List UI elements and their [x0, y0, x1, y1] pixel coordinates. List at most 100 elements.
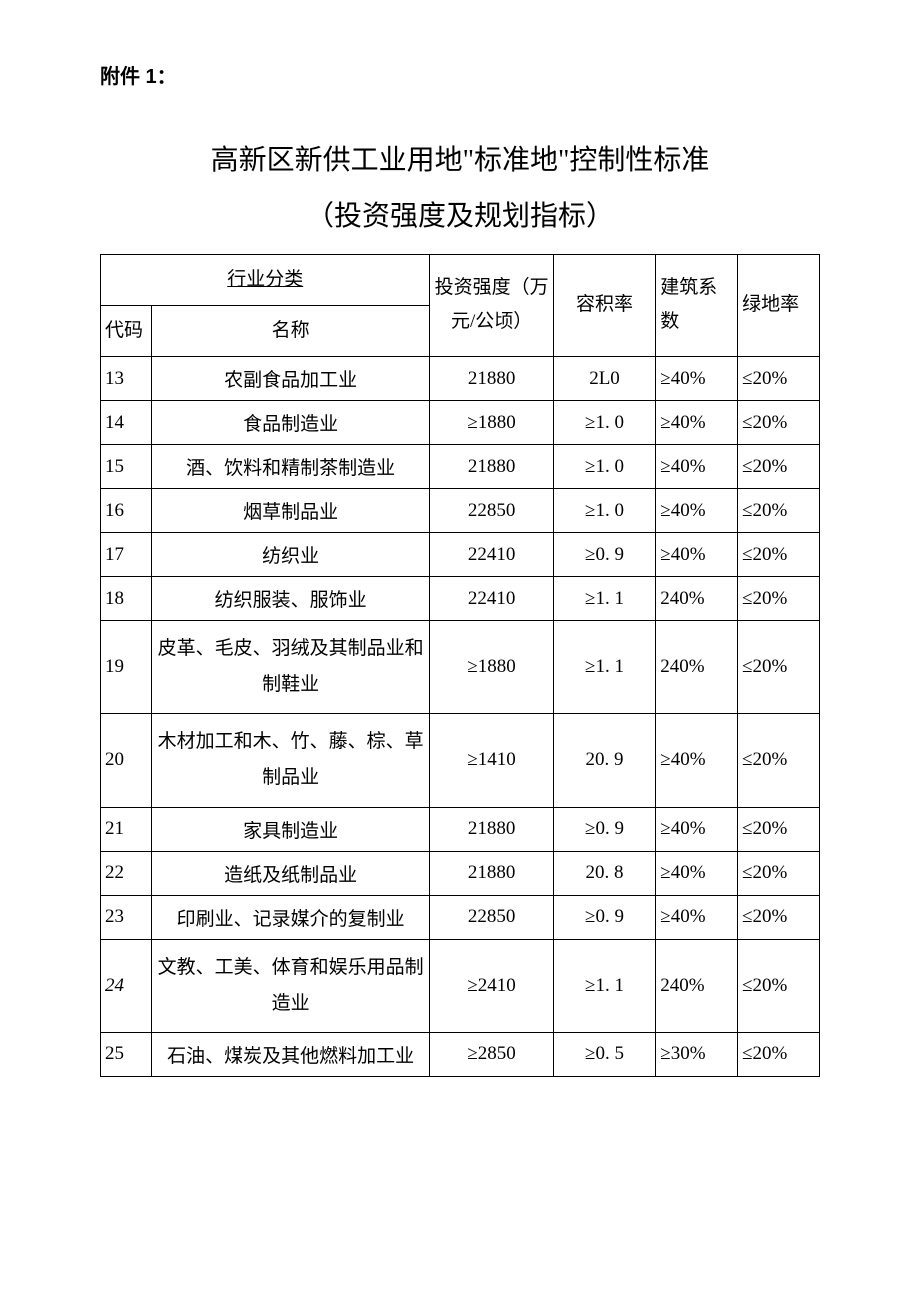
cell-code: 16: [101, 489, 152, 533]
table-body: 13 农副食品加工业 21880 2L0 ≥40% ≤20% 14 食品制造业 …: [101, 357, 820, 1077]
cell-floor-ratio: ≥1. 0: [553, 401, 656, 445]
header-category: 行业分类: [101, 254, 430, 305]
cell-code: 13: [101, 357, 152, 401]
cell-floor-ratio: ≥0. 9: [553, 807, 656, 851]
cell-building-coef: 240%: [656, 621, 738, 714]
table-row: 16 烟草制品业 22850 ≥1. 0 ≥40% ≤20%: [101, 489, 820, 533]
cell-code: 24: [101, 939, 152, 1032]
cell-green-ratio: ≤20%: [738, 401, 820, 445]
cell-building-coef: ≥30%: [656, 1032, 738, 1076]
cell-name: 农副食品加工业: [151, 357, 430, 401]
cell-name: 文教、工美、体育和娱乐用品制造业: [151, 939, 430, 1032]
cell-floor-ratio: ≥1. 0: [553, 445, 656, 489]
cell-investment: 22850: [430, 489, 553, 533]
cell-name: 纺织业: [151, 533, 430, 577]
cell-investment: 22410: [430, 533, 553, 577]
cell-green-ratio: ≤20%: [738, 357, 820, 401]
document-subtitle: （投资强度及规划指标）: [100, 194, 820, 234]
cell-green-ratio: ≤20%: [738, 895, 820, 939]
cell-name: 烟草制品业: [151, 489, 430, 533]
table-row: 13 农副食品加工业 21880 2L0 ≥40% ≤20%: [101, 357, 820, 401]
header-investment: 投资强度（万元/公顷）: [430, 254, 553, 356]
cell-code: 20: [101, 714, 152, 807]
header-name: 名称: [151, 305, 430, 356]
cell-building-coef: 240%: [656, 577, 738, 621]
cell-building-coef: ≥40%: [656, 533, 738, 577]
cell-investment: 21880: [430, 357, 553, 401]
cell-name: 家具制造业: [151, 807, 430, 851]
table-row: 17 纺织业 22410 ≥0. 9 ≥40% ≤20%: [101, 533, 820, 577]
table-row: 24 文教、工美、体育和娱乐用品制造业 ≥2410 ≥1. 1 240% ≤20…: [101, 939, 820, 1032]
cell-floor-ratio: ≥1. 0: [553, 489, 656, 533]
header-code: 代码: [101, 305, 152, 356]
cell-green-ratio: ≤20%: [738, 621, 820, 714]
cell-investment: ≥1880: [430, 621, 553, 714]
cell-name: 酒、饮料和精制茶制造业: [151, 445, 430, 489]
cell-green-ratio: ≤20%: [738, 851, 820, 895]
cell-building-coef: ≥40%: [656, 445, 738, 489]
cell-name: 造纸及纸制品业: [151, 851, 430, 895]
cell-floor-ratio: ≥1. 1: [553, 577, 656, 621]
cell-floor-ratio: ≥1. 1: [553, 939, 656, 1032]
cell-building-coef: ≥40%: [656, 357, 738, 401]
table-row: 19 皮革、毛皮、羽绒及其制品业和制鞋业 ≥1880 ≥1. 1 240% ≤2…: [101, 621, 820, 714]
cell-green-ratio: ≤20%: [738, 807, 820, 851]
cell-name: 印刷业、记录媒介的复制业: [151, 895, 430, 939]
cell-building-coef: 240%: [656, 939, 738, 1032]
cell-floor-ratio: ≥0. 9: [553, 533, 656, 577]
document-title: 高新区新供工业用地"标准地"控制性标准: [100, 139, 820, 184]
cell-investment: ≥1410: [430, 714, 553, 807]
cell-green-ratio: ≤20%: [738, 577, 820, 621]
cell-code: 19: [101, 621, 152, 714]
cell-green-ratio: ≤20%: [738, 939, 820, 1032]
cell-investment: 21880: [430, 445, 553, 489]
table-row: 15 酒、饮料和精制茶制造业 21880 ≥1. 0 ≥40% ≤20%: [101, 445, 820, 489]
cell-investment: 22410: [430, 577, 553, 621]
table-header-row-1: 行业分类 投资强度（万元/公顷） 容积率 建筑系数 绿地率: [101, 254, 820, 305]
cell-investment: 21880: [430, 851, 553, 895]
cell-building-coef: ≥40%: [656, 895, 738, 939]
header-building-coef: 建筑系数: [656, 254, 738, 356]
cell-code: 22: [101, 851, 152, 895]
cell-green-ratio: ≤20%: [738, 1032, 820, 1076]
standards-table: 行业分类 投资强度（万元/公顷） 容积率 建筑系数 绿地率 代码 名称 13 农…: [100, 254, 820, 1077]
cell-floor-ratio: ≥1. 1: [553, 621, 656, 714]
table-row: 23 印刷业、记录媒介的复制业 22850 ≥0. 9 ≥40% ≤20%: [101, 895, 820, 939]
cell-code: 15: [101, 445, 152, 489]
cell-building-coef: ≥40%: [656, 851, 738, 895]
cell-code: 17: [101, 533, 152, 577]
cell-floor-ratio: ≥0. 9: [553, 895, 656, 939]
cell-code: 21: [101, 807, 152, 851]
cell-name: 木材加工和木、竹、藤、棕、草制品业: [151, 714, 430, 807]
cell-floor-ratio: 2L0: [553, 357, 656, 401]
cell-investment: 22850: [430, 895, 553, 939]
cell-investment: ≥2850: [430, 1032, 553, 1076]
cell-building-coef: ≥40%: [656, 489, 738, 533]
cell-green-ratio: ≤20%: [738, 533, 820, 577]
cell-green-ratio: ≤20%: [738, 714, 820, 807]
cell-code: 14: [101, 401, 152, 445]
attachment-label: 附件 1：: [100, 60, 820, 89]
cell-code: 25: [101, 1032, 152, 1076]
table-row: 18 纺织服装、服饰业 22410 ≥1. 1 240% ≤20%: [101, 577, 820, 621]
table-row: 25 石油、煤炭及其他燃料加工业 ≥2850 ≥0. 5 ≥30% ≤20%: [101, 1032, 820, 1076]
cell-floor-ratio: 20. 8: [553, 851, 656, 895]
header-floor-ratio: 容积率: [553, 254, 656, 356]
cell-floor-ratio: 20. 9: [553, 714, 656, 807]
cell-floor-ratio: ≥0. 5: [553, 1032, 656, 1076]
table-row: 14 食品制造业 ≥1880 ≥1. 0 ≥40% ≤20%: [101, 401, 820, 445]
cell-building-coef: ≥40%: [656, 401, 738, 445]
cell-code: 18: [101, 577, 152, 621]
table-row: 22 造纸及纸制品业 21880 20. 8 ≥40% ≤20%: [101, 851, 820, 895]
cell-investment: 21880: [430, 807, 553, 851]
cell-name: 石油、煤炭及其他燃料加工业: [151, 1032, 430, 1076]
header-green-ratio: 绿地率: [738, 254, 820, 356]
cell-building-coef: ≥40%: [656, 807, 738, 851]
cell-name: 食品制造业: [151, 401, 430, 445]
cell-green-ratio: ≤20%: [738, 445, 820, 489]
cell-code: 23: [101, 895, 152, 939]
table-row: 21 家具制造业 21880 ≥0. 9 ≥40% ≤20%: [101, 807, 820, 851]
cell-name: 皮革、毛皮、羽绒及其制品业和制鞋业: [151, 621, 430, 714]
cell-investment: ≥1880: [430, 401, 553, 445]
table-row: 20 木材加工和木、竹、藤、棕、草制品业 ≥1410 20. 9 ≥40% ≤2…: [101, 714, 820, 807]
